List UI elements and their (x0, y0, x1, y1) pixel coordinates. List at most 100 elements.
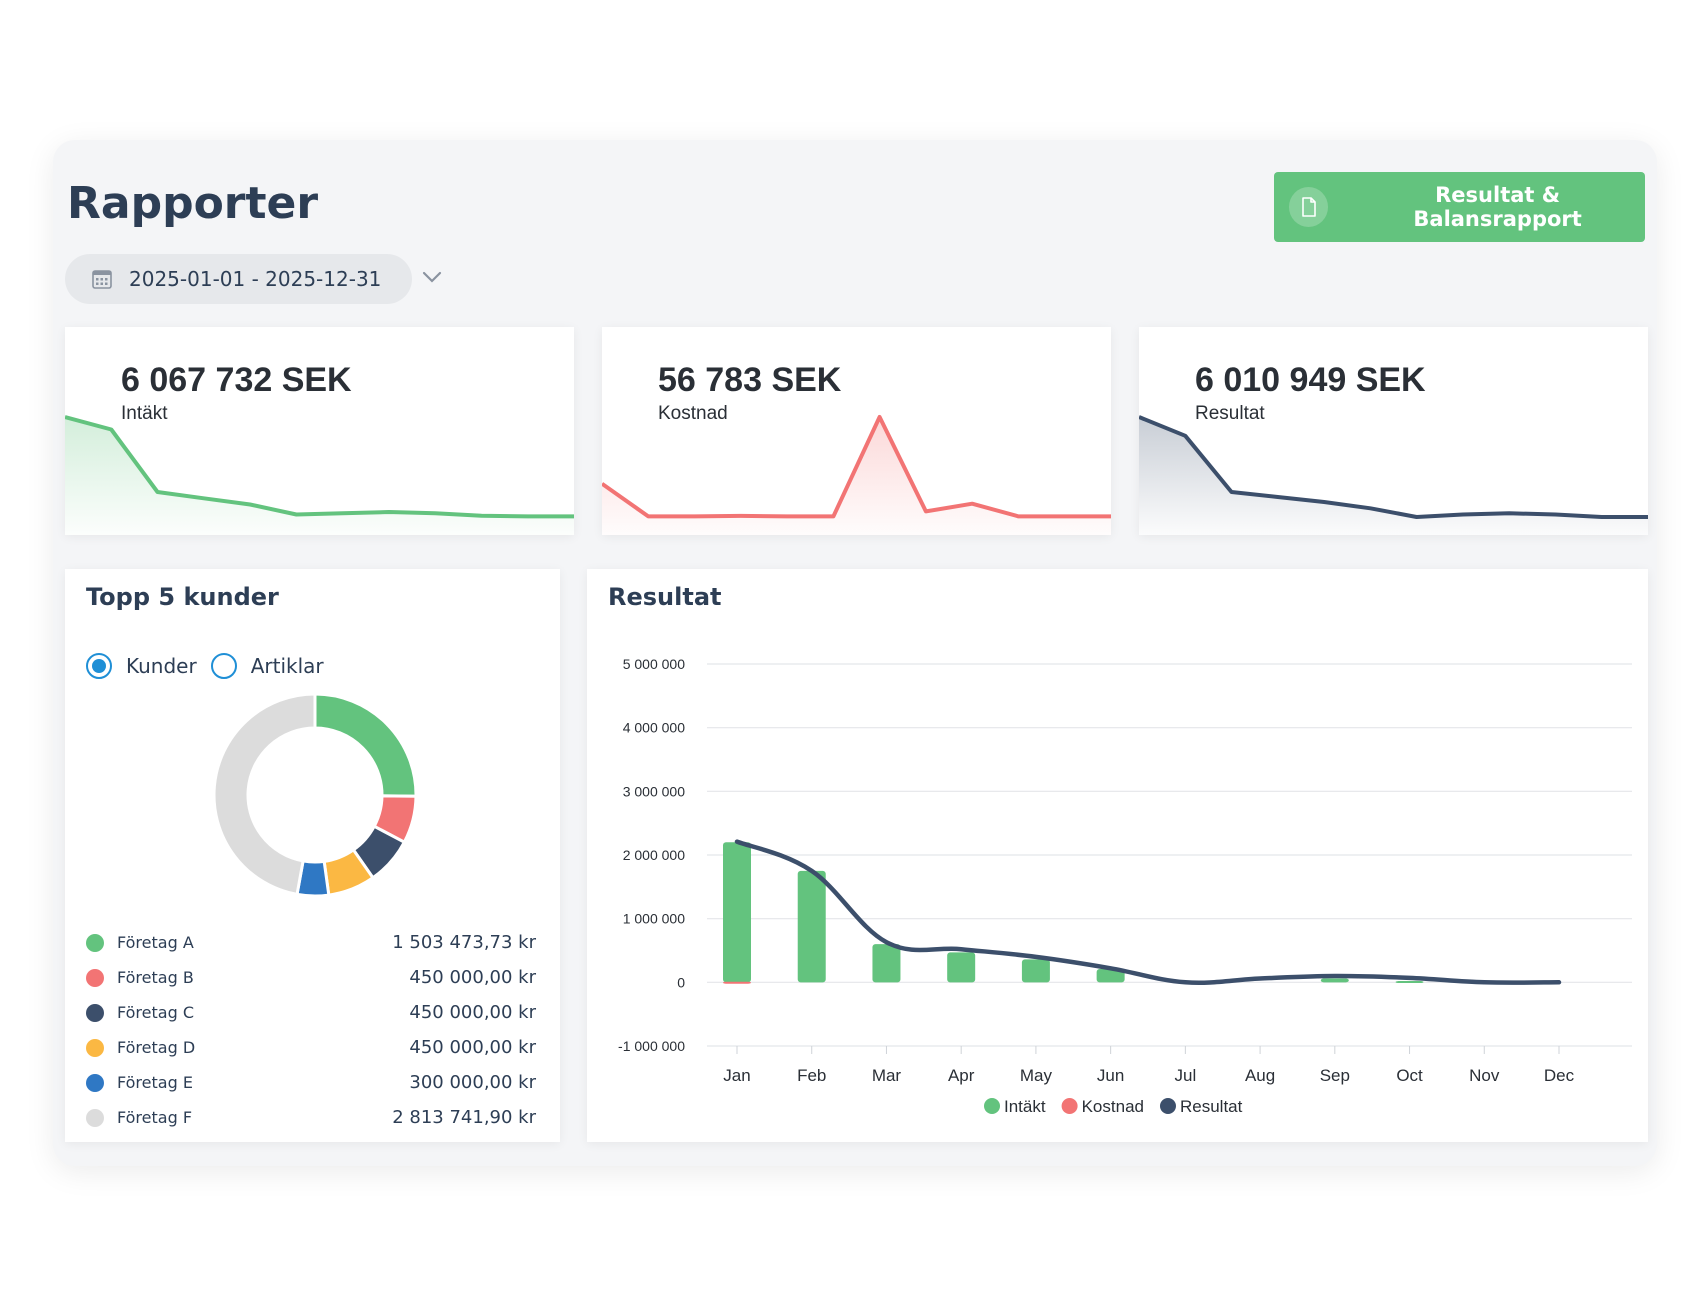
view-toggle: Kunder Artiklar (86, 653, 338, 679)
legend-label: Kostnad (1082, 1097, 1144, 1116)
donut-slice (313, 692, 418, 798)
card-title: Resultat (608, 583, 722, 611)
customer-amount: 450 000,00 kr (409, 1002, 536, 1023)
customer-row: Företag C 450 000,00 kr (86, 995, 536, 1030)
legend-swatch (86, 1108, 104, 1127)
bar (947, 952, 976, 983)
customer-list: Företag A 1 503 473,73 kr Företag B 450 … (86, 925, 536, 1135)
sparkline-area (65, 417, 574, 535)
x-tick-label: Dec (1544, 1066, 1575, 1085)
x-tick-label: Aug (1245, 1066, 1275, 1085)
customer-name: Företag B (117, 968, 194, 987)
kpi-card-cost: 56 783 SEK Kostnad (602, 327, 1111, 535)
page-title: Rapporter (67, 178, 319, 229)
kpi-label: Resultat (1195, 403, 1265, 424)
x-tick-label: Jul (1174, 1066, 1196, 1085)
calendar-icon (91, 268, 113, 290)
legend-swatch (86, 1038, 104, 1057)
result-chart: 5 000 000 4 000 000 3 000 000 2 000 000 1 00… (618, 656, 1632, 1116)
legend-swatch (86, 933, 104, 952)
customer-row: Företag B 450 000,00 kr (86, 960, 536, 995)
kpi-value: 6 067 732 SEK (121, 361, 352, 399)
customer-amount: 300 000,00 kr (409, 1072, 536, 1093)
report-button-label: Resultat & Balansrapport (1413, 183, 1582, 231)
kpi-label: Intäkt (121, 403, 168, 424)
customer-name: Företag A (117, 933, 194, 952)
customer-row: Företag D 450 000,00 kr (86, 1030, 536, 1065)
bar (1096, 968, 1125, 983)
kpi-sparkline (1139, 415, 1648, 535)
donut-slice (212, 692, 317, 897)
legend-swatch (86, 1003, 104, 1022)
kpi-sparkline (65, 415, 574, 535)
radio-kunder[interactable]: Kunder (86, 653, 197, 679)
date-range-text: 2025-01-01 - 2025-12-31 (129, 267, 382, 291)
sparkline-area (602, 417, 1111, 535)
legend-swatch (86, 1073, 104, 1092)
customer-name: Företag D (117, 1038, 196, 1057)
customer-row: Företag F 2 813 741,90 kr (86, 1100, 536, 1135)
customer-name: Företag E (117, 1073, 193, 1092)
result-balance-report-button[interactable]: Resultat & Balansrapport (1274, 172, 1645, 242)
legend-swatch (86, 968, 104, 987)
bar (1320, 978, 1349, 983)
y-tick-label: 4 000 000 (623, 720, 685, 736)
x-tick-label: Oct (1396, 1066, 1423, 1085)
kpi-card-income: 6 067 732 SEK Intäkt (65, 327, 574, 535)
x-tick-label: Jan (723, 1066, 750, 1085)
customer-row: Företag A 1 503 473,73 kr (86, 925, 536, 960)
x-tick-label: Jun (1097, 1066, 1124, 1085)
kpi-sparkline (602, 415, 1111, 535)
radio-label: Artiklar (250, 654, 324, 678)
card-title: Topp 5 kunder (86, 583, 279, 611)
customer-name: Företag F (117, 1108, 193, 1127)
y-tick-label: 1 000 000 (623, 911, 685, 927)
top-customers-card: Topp 5 kunder Kunder Artiklar Företag A … (65, 569, 560, 1142)
legend-label: Intäkt (1004, 1097, 1046, 1116)
bar (872, 944, 901, 983)
x-tick-label: Apr (948, 1066, 975, 1085)
customer-row: Företag E 300 000,00 kr (86, 1065, 536, 1100)
y-tick-label: 5 000 000 (623, 656, 685, 672)
x-tick-label: Nov (1469, 1066, 1500, 1085)
bar (723, 842, 751, 983)
customer-amount: 450 000,00 kr (409, 1037, 536, 1058)
x-tick-label: Sep (1320, 1066, 1350, 1085)
bar (1395, 981, 1424, 984)
bar (797, 870, 826, 983)
sparkline-line (1139, 415, 1648, 519)
customer-amount: 2 813 741,90 kr (392, 1107, 536, 1128)
bar (1021, 959, 1050, 983)
radio-selected-icon (86, 653, 112, 679)
sparkline-line (602, 415, 1111, 519)
kpi-value: 56 783 SEK (658, 361, 842, 399)
customer-amount: 450 000,00 kr (409, 967, 536, 988)
legend-marker (984, 1098, 1000, 1114)
y-tick-label: 3 000 000 (623, 783, 685, 799)
document-icon (1289, 187, 1329, 227)
result-chart-card: Resultat 5 000 000 4 000 000 3 000 000 2 00… (587, 569, 1648, 1142)
kpi-label: Kostnad (658, 403, 728, 424)
kpi-value: 6 010 949 SEK (1195, 361, 1426, 399)
customer-amount: 1 503 473,73 kr (392, 932, 536, 953)
legend-marker (1061, 1098, 1078, 1114)
x-tick-label: Feb (797, 1066, 826, 1085)
legend-label: Resultat (1180, 1097, 1243, 1116)
radio-label: Kunder (126, 654, 197, 678)
kpi-card-result: 6 010 949 SEK Resultat (1139, 327, 1648, 535)
customer-name: Företag C (117, 1003, 194, 1022)
chevron-down-icon[interactable] (422, 270, 442, 289)
y-tick-label: 2 000 000 (623, 847, 685, 863)
series-line (734, 839, 1562, 985)
radio-unselected-icon (210, 653, 237, 679)
legend-marker (1159, 1098, 1176, 1114)
x-tick-label: Mar (872, 1066, 902, 1085)
x-tick-label: May (1020, 1066, 1053, 1085)
radio-artiklar[interactable]: Artiklar (210, 653, 324, 679)
y-tick-label: -1 000 000 (618, 1038, 685, 1054)
sparkline-line (65, 415, 574, 519)
bar (723, 981, 751, 984)
sparkline-area (1139, 417, 1648, 535)
customers-donut-chart (212, 692, 418, 898)
date-range-picker[interactable]: 2025-01-01 - 2025-12-31 (65, 254, 412, 304)
